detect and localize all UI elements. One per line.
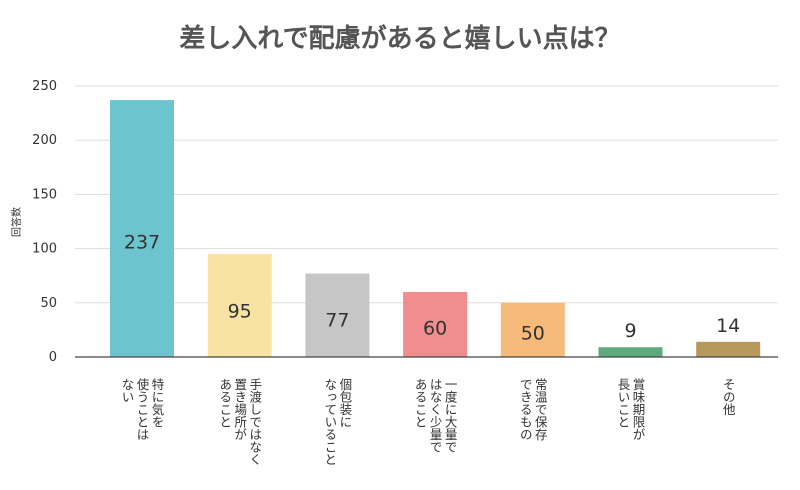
- y-tick-label: 0: [49, 350, 57, 365]
- data-label: 95: [228, 301, 252, 323]
- data-labels: 237 95 77 60 50 9 14: [124, 231, 740, 344]
- category-label: なっていること: [322, 378, 337, 466]
- category-label: はなく少量で: [428, 378, 443, 453]
- category-label: 個包装に: [337, 378, 352, 428]
- bar: [500, 302, 565, 357]
- category-label: あること: [413, 378, 428, 428]
- y-axis-label: 回答数: [10, 207, 23, 237]
- category-label: 常温で保存: [533, 378, 548, 441]
- category-label: 使うことは: [135, 377, 150, 441]
- data-label: 50: [521, 323, 545, 345]
- bar: [207, 254, 272, 357]
- data-label: 237: [124, 231, 160, 253]
- category-label: 手渡しではなく: [247, 378, 262, 466]
- category-label: 長いこと: [616, 378, 631, 428]
- category-label: 置き場所が: [232, 378, 247, 441]
- category-label: 賞味期限が: [631, 378, 646, 441]
- data-label: 9: [624, 320, 636, 342]
- y-tick-label: 150: [32, 187, 57, 202]
- bar: [598, 347, 663, 357]
- bars: [110, 100, 761, 357]
- bar: [403, 291, 468, 357]
- data-label: 77: [325, 309, 349, 331]
- chart-title: 差し入れで配慮があると嬉しい点は？: [179, 23, 620, 54]
- data-label: 60: [423, 318, 447, 340]
- bar: [696, 341, 761, 357]
- category-label: あること: [217, 378, 232, 428]
- category-label: ない: [120, 378, 135, 403]
- y-tick-label: 50: [40, 296, 57, 311]
- y-axis-ticks: 0 50 100 150 200 250: [32, 79, 57, 365]
- y-tick-label: 250: [32, 79, 57, 94]
- bar: [110, 100, 174, 357]
- y-tick-label: 100: [32, 242, 57, 257]
- y-tick-label: 200: [32, 133, 57, 148]
- category-label: 一度に大量で: [443, 378, 458, 453]
- gridlines: [75, 85, 778, 304]
- data-label: 14: [716, 315, 740, 337]
- category-label: 特に気を: [150, 377, 165, 428]
- category-label: できるもの: [518, 378, 533, 441]
- bar: [305, 273, 370, 357]
- category-label: その他: [721, 378, 736, 416]
